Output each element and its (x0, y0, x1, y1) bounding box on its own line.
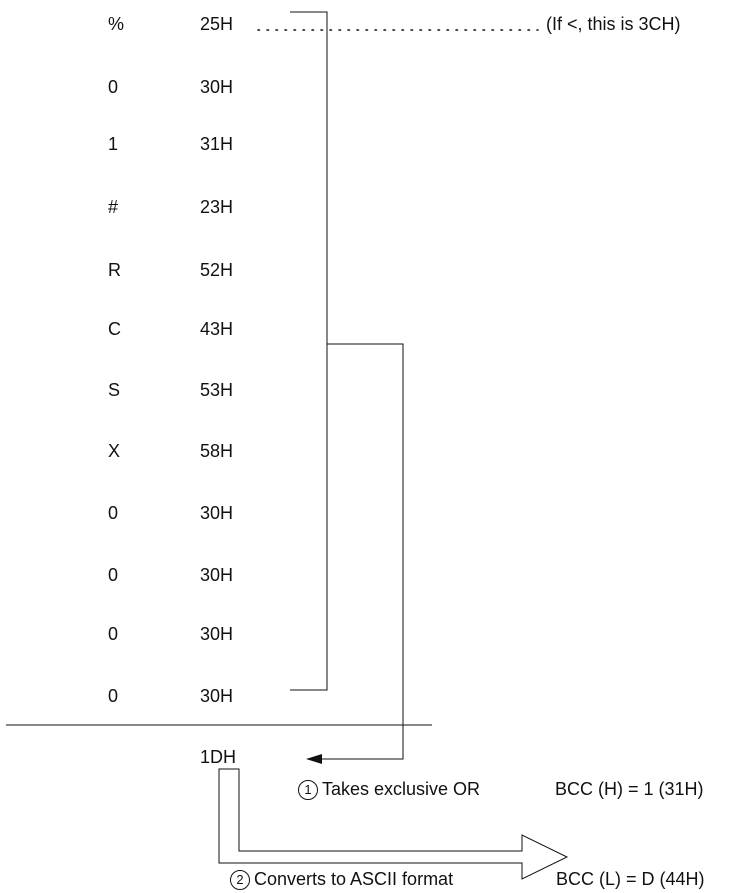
row-char: S (108, 380, 121, 400)
result-connector (320, 343, 404, 760)
xor-bracket (290, 11, 328, 691)
step1-number: 1 (298, 780, 318, 800)
row-char: 0 (108, 686, 119, 706)
bcc-high: BCC (H) = 1 (31H) (555, 779, 704, 799)
row-hex: 23H (200, 197, 234, 217)
conversion-arrow (218, 768, 569, 880)
step2-label: 2 Converts to ASCII format (230, 868, 453, 890)
row-hex: 31H (200, 134, 234, 154)
row-hex: 30H (200, 77, 234, 97)
bcc-low: BCC (L) = D (44H) (556, 869, 705, 889)
row-hex: 53H (200, 380, 234, 400)
row-hex: 30H (200, 686, 234, 706)
row-char: R (108, 260, 121, 280)
note-text: (If <, this is 3CH) (546, 14, 681, 34)
step1-label: 1 Takes exclusive OR (298, 778, 480, 800)
row-char: X (108, 441, 121, 461)
row-hex: 58H (200, 441, 234, 461)
step2-text: Converts to ASCII format (254, 869, 454, 889)
result-value: 1DH (200, 747, 237, 767)
row-hex: 30H (200, 503, 234, 523)
row-char: % (108, 14, 125, 34)
row-hex: 30H (200, 565, 234, 585)
row-char: 1 (108, 134, 119, 154)
step2-number: 2 (230, 870, 250, 890)
row-hex: 43H (200, 319, 234, 339)
row-char: # (108, 197, 119, 217)
row-char: C (108, 319, 121, 339)
row-char: 0 (108, 565, 119, 585)
result-arrowhead (306, 754, 322, 764)
row-char: 0 (108, 503, 119, 523)
row-hex: 52H (200, 260, 234, 280)
row-hex: 30H (200, 624, 234, 644)
step1-text: Takes exclusive OR (322, 779, 481, 799)
row-hex: 25H (200, 14, 234, 34)
row-char: 0 (108, 624, 119, 644)
row-char: 0 (108, 77, 119, 97)
